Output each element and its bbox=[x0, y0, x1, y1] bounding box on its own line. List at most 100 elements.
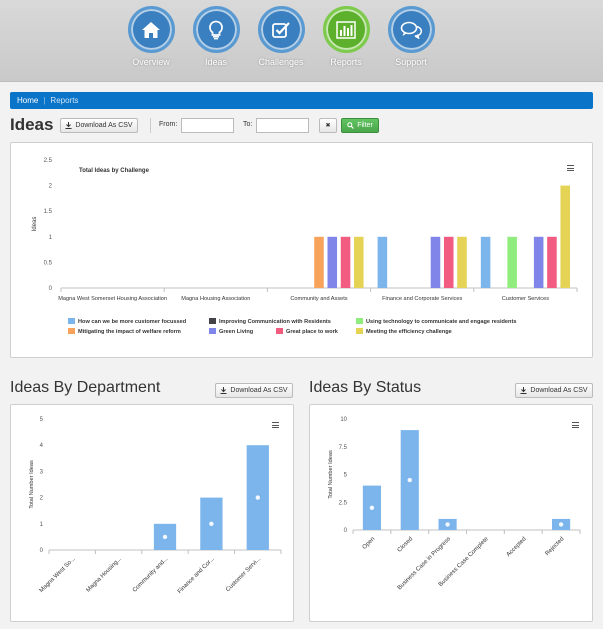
status-chart-menu-icon[interactable] bbox=[572, 422, 579, 430]
x-tick-label: Magna Housing Association bbox=[181, 296, 250, 302]
legend-item: Mitigating the impact of welfare reform bbox=[78, 329, 181, 335]
breadcrumb-home-link[interactable]: Home bbox=[17, 96, 39, 105]
legend-swatch bbox=[68, 318, 75, 324]
from-date-input[interactable] bbox=[181, 118, 234, 133]
legend-item: Great place to work bbox=[286, 329, 339, 335]
ideas-by-status-panel: 0 2.5 5 7.5 10 Total Number Ideas Open Closed Bu… bbox=[309, 404, 593, 622]
to-date-input[interactable] bbox=[256, 118, 309, 133]
legend-item: Meeting the efficiency challenge bbox=[366, 329, 452, 335]
y-tick-label: 2.5 bbox=[44, 158, 53, 164]
nav-ideas-label: Ideas bbox=[204, 57, 228, 67]
department-download-csv-button[interactable]: Download As CSV bbox=[215, 383, 293, 398]
legend-item: Green Living bbox=[219, 329, 254, 335]
status-download-csv-label: Download As CSV bbox=[530, 387, 588, 394]
x-tick-label: Magna Housing... bbox=[86, 556, 124, 594]
y-tick-label: 0 bbox=[49, 286, 53, 292]
x-tick-label: Magna West Somerset Housing Association bbox=[58, 296, 167, 302]
y-tick-label: 0.5 bbox=[44, 260, 53, 266]
x-tick-label: Community and... bbox=[132, 556, 170, 594]
y-tick-label: 0 bbox=[40, 548, 44, 554]
bar-marker bbox=[369, 505, 375, 510]
nav-challenges-label: Challenges bbox=[258, 57, 304, 67]
ideas-download-csv-button[interactable]: Download As CSV bbox=[60, 118, 138, 133]
nav-overview[interactable]: Overview bbox=[119, 6, 183, 67]
nav-challenges-circle bbox=[257, 6, 305, 53]
legend-swatch bbox=[209, 328, 216, 334]
chat-icon bbox=[400, 21, 422, 39]
nav-reports-label: Reports bbox=[330, 57, 362, 67]
x-tick-label: Rejected bbox=[545, 536, 566, 557]
y-tick-label: 4 bbox=[40, 443, 44, 449]
legend-item: How can we be more customer focussed bbox=[78, 319, 187, 325]
y-tick-label: 1 bbox=[40, 522, 44, 528]
x-tick-label: Finance and Cor... bbox=[177, 556, 216, 595]
bar-marker bbox=[255, 495, 260, 500]
ideas-by-department-panel: 0 1 2 3 4 5 Total Number Ideas Magna West So...… bbox=[10, 404, 294, 622]
department-chart-menu-icon[interactable] bbox=[272, 422, 279, 430]
bar-marker bbox=[407, 477, 412, 483]
x-tick-label: Customer Services bbox=[502, 296, 549, 302]
y-tick-label: 1.5 bbox=[44, 209, 53, 215]
nav-support-circle bbox=[387, 6, 435, 53]
nav-support-label: Support bbox=[395, 57, 427, 67]
nav-overview-circle bbox=[127, 6, 175, 53]
breadcrumb-separator: | bbox=[43, 96, 46, 105]
bar bbox=[533, 236, 544, 288]
x-tick-label: Finance and Corporate Services bbox=[382, 296, 462, 302]
nav-reports-circle bbox=[322, 6, 370, 53]
y-axis-title: Total Number Ideas bbox=[29, 460, 35, 509]
bar-marker bbox=[162, 534, 168, 540]
x-tick-label: Accepted bbox=[506, 536, 528, 558]
legend-item: Improving Communication with Residents bbox=[219, 319, 331, 325]
bar bbox=[547, 236, 557, 288]
status-download-csv-button[interactable]: Download As CSV bbox=[515, 383, 593, 398]
legend-swatch bbox=[356, 328, 363, 334]
filter-button[interactable]: Filter bbox=[341, 118, 379, 133]
download-icon bbox=[520, 387, 527, 394]
clear-icon: ✖ bbox=[325, 123, 331, 129]
bar bbox=[327, 236, 338, 288]
y-tick-label: 1 bbox=[49, 235, 53, 241]
status-title: Ideas By Status bbox=[309, 379, 422, 396]
y-tick-label: 5 bbox=[344, 473, 348, 479]
download-icon bbox=[220, 387, 227, 394]
y-tick-label: 5 bbox=[40, 417, 44, 423]
y-tick-label: 2 bbox=[40, 496, 44, 502]
legend-swatch bbox=[68, 328, 75, 334]
x-tick-label: Magna West So... bbox=[39, 556, 77, 594]
bar-marker bbox=[445, 522, 450, 527]
nav-ideas[interactable]: Ideas bbox=[184, 6, 248, 67]
department-download-csv-label: Download As CSV bbox=[230, 387, 288, 394]
top-navigation: Overview Ideas Challenges Reports bbox=[0, 0, 603, 82]
nav-support[interactable]: Support bbox=[379, 6, 443, 67]
bar bbox=[314, 236, 324, 288]
x-tick-label: Community and Assets bbox=[290, 296, 347, 302]
x-tick-label: Closed bbox=[397, 536, 414, 553]
lightbulb-icon bbox=[209, 20, 223, 39]
bar bbox=[443, 236, 454, 288]
clear-dates-button[interactable]: ✖ bbox=[319, 118, 337, 133]
bar bbox=[457, 236, 467, 288]
x-tick-label: Customer Servi... bbox=[225, 556, 262, 593]
ideas-by-department-chart: 0 1 2 3 4 5 Total Number Ideas Magna West So...… bbox=[29, 417, 282, 595]
nav-reports[interactable]: Reports bbox=[314, 6, 378, 67]
y-tick-label: 7.5 bbox=[339, 445, 348, 451]
ideas-by-challenge-chart: 0 0.5 1 1.5 2 2.5 Ideas Total Ideas by Challeng… bbox=[32, 158, 578, 335]
download-icon bbox=[65, 122, 72, 129]
home-icon bbox=[142, 21, 160, 38]
checkbox-icon bbox=[272, 21, 290, 38]
nav-challenges[interactable]: Challenges bbox=[249, 6, 313, 67]
filter-label: Filter bbox=[357, 122, 373, 129]
chart-menu-icon[interactable] bbox=[567, 165, 574, 173]
y-tick-label: 2.5 bbox=[339, 500, 348, 506]
bar bbox=[507, 236, 517, 288]
department-title: Ideas By Department bbox=[10, 379, 161, 396]
search-icon bbox=[347, 122, 355, 129]
y-axis-title: Total Number Ideas bbox=[328, 450, 334, 499]
bar-marker bbox=[558, 522, 564, 527]
legend-swatch bbox=[356, 318, 363, 324]
chart-title: Total Ideas by Challenge bbox=[79, 168, 150, 174]
y-tick-label: 3 bbox=[40, 469, 44, 475]
bar bbox=[480, 236, 491, 288]
